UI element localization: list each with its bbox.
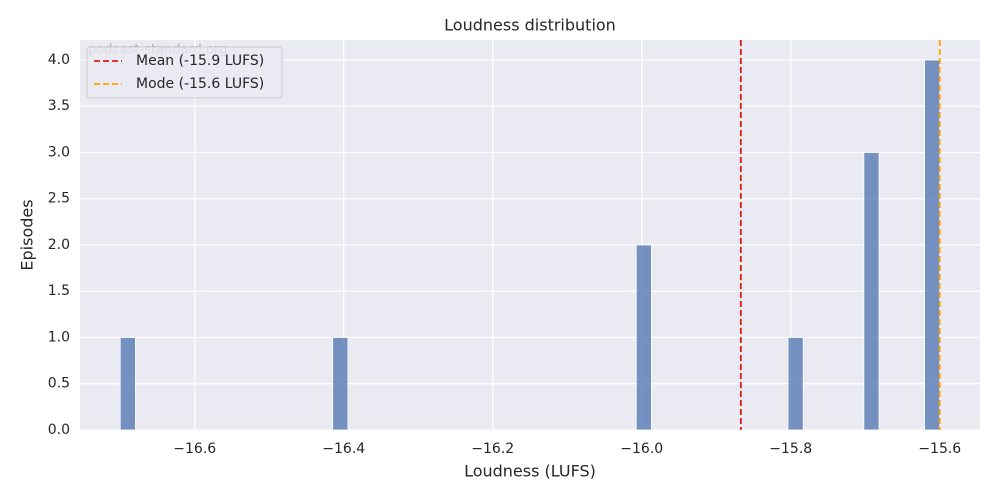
y-tick-label: 2.0 [48,237,70,253]
chart-title: Loudness distribution [444,16,616,35]
y-tick-label: 1.5 [48,283,70,299]
y-tick-label: 1.0 [48,329,70,345]
y-tick-label: 3.0 [48,144,70,160]
bar [787,337,804,431]
x-tick-label: −15.8 [769,441,812,457]
x-tick-label: −16.2 [471,441,514,457]
bar [332,337,349,431]
y-tick-label: 4.0 [48,52,70,68]
x-tick-label: −16.0 [620,441,663,457]
x-axis-label: Loudness (LUFS) [464,462,596,481]
bar [635,244,652,431]
legend-box [86,46,283,99]
plot-area [80,40,980,430]
y-tick-label: 2.5 [48,191,70,207]
bar [924,59,941,431]
y-axis-label: Episodes [18,199,37,270]
x-tick-label: −16.6 [173,441,216,457]
bar [119,337,136,431]
x-tick-label: −16.4 [322,441,365,457]
legend-label: Mean (-15.9 LUFS) [136,53,264,69]
y-tick-label: 0.5 [48,376,70,392]
legend-label: Mode (-15.6 LUFS) [136,76,264,92]
bar [863,152,880,431]
x-tick-label: −15.6 [918,441,961,457]
y-tick-label: 3.5 [48,98,70,114]
y-tick-label: 0.0 [48,422,70,438]
